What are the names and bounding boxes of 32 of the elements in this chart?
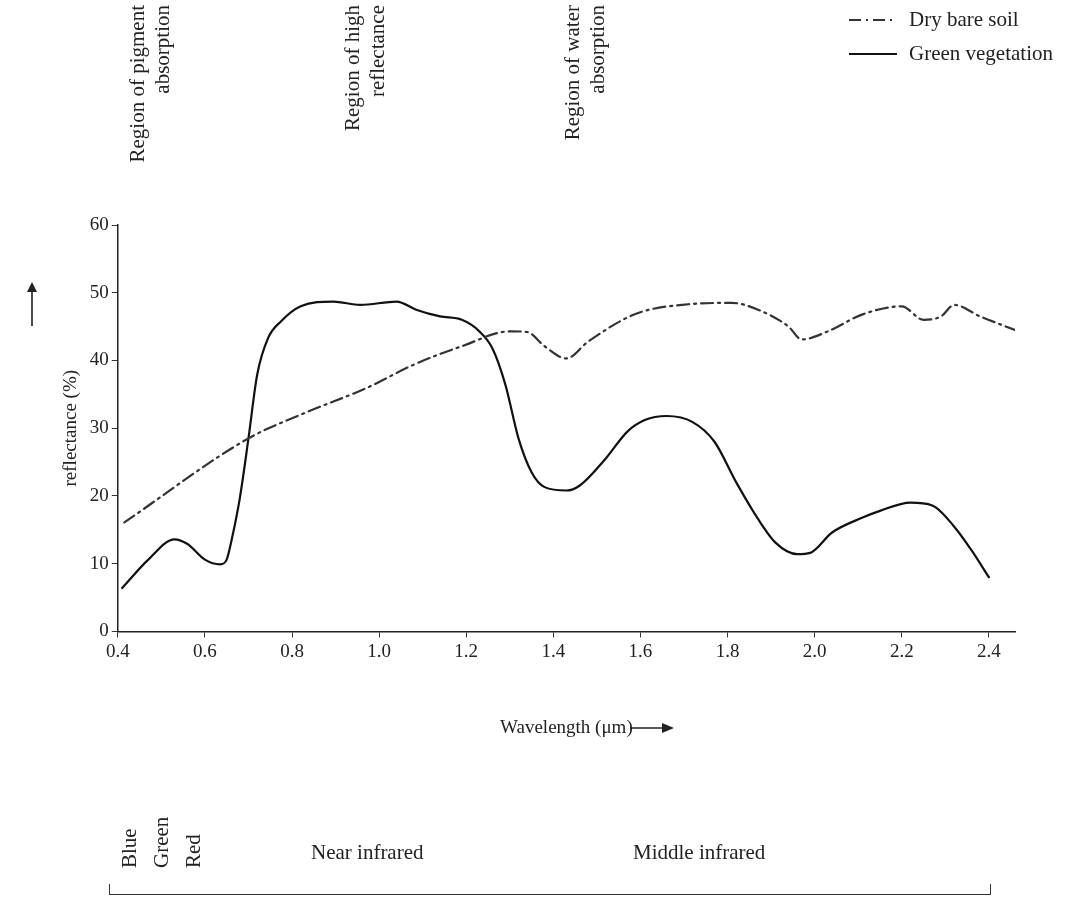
text: Green [149,816,174,868]
line-series [121,300,990,590]
text: Red [181,833,206,868]
x-tick-label: 0.6 [193,639,217,661]
x-tick-label: 0.4 [105,639,131,661]
x-tick-label: 2.4 [976,639,1002,661]
text: Region of pigment absorption [124,4,174,163]
x-tick-label: 1.4 [541,639,566,661]
x-axis-title: Wavelength (μm) [500,715,633,738]
text: Region of water absorption [560,4,610,141]
y-axis-title: reflectance (%) [59,369,82,487]
y-tick-label: 10 [89,551,109,573]
x-tick-label: 1.2 [454,639,479,661]
y-tick-label: 40 [89,348,109,370]
y-tick-label: 60 [89,212,109,234]
y-tick-label: 30 [89,416,109,438]
x-tick-label: 2.0 [802,639,827,661]
y-tick-label: 50 [89,280,109,302]
text: Region of high reflectance [340,4,390,131]
x-tick-label: 0.8 [280,639,304,661]
line-series [123,301,1015,524]
y-tick-label: 0 [99,619,109,641]
y-tick-label: 20 [89,483,109,505]
legend-label: Dry bare soil [908,6,1019,31]
x-tick-label: 1.8 [715,639,740,661]
text: Middle infrared [633,840,766,865]
text: Blue [117,828,142,868]
text: Near infrared [311,840,425,865]
x-tick-label: 2.2 [889,639,914,661]
x-tick-label: 1.6 [628,639,653,661]
legend-label: Green vegetation [908,40,1054,65]
x-tick-label: 1.0 [367,639,391,661]
